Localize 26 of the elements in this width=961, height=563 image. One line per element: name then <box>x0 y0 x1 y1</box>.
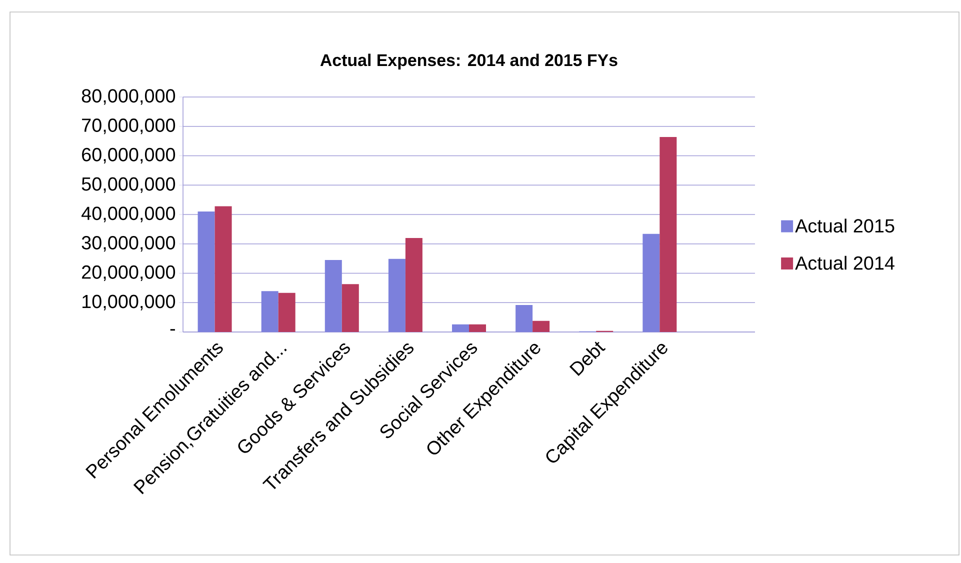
y-tick-label: - <box>170 329 175 331</box>
bar <box>532 320 550 332</box>
legend-label: Actual 2015 <box>795 218 894 233</box>
y-tick-label: 50,000,000 <box>82 177 176 193</box>
y-tick-label: 60,000,000 <box>82 148 176 164</box>
y-tick-label: 40,000,000 <box>82 206 176 222</box>
bar <box>469 324 486 332</box>
bar <box>214 206 232 332</box>
bar <box>324 260 342 332</box>
bar <box>642 234 660 332</box>
bar <box>660 136 677 332</box>
y-tick-label: 70,000,000 <box>82 118 176 134</box>
bar <box>198 212 215 332</box>
bar <box>342 284 359 332</box>
y-tick-label: 30,000,000 <box>82 236 176 252</box>
legend-label: Actual 2014 <box>795 256 894 270</box>
bar <box>261 291 278 332</box>
bar <box>388 258 406 332</box>
bar <box>452 324 470 332</box>
chart-title: Actual Expenses: 2014 and 2015 FYs <box>320 54 618 70</box>
y-tick-label: 80,000,000 <box>82 89 176 105</box>
bar <box>278 292 296 332</box>
bar <box>516 304 533 332</box>
y-tick-label: 20,000,000 <box>82 265 176 282</box>
bar <box>405 238 422 332</box>
y-tick-label: 10,000,000 <box>82 294 176 310</box>
